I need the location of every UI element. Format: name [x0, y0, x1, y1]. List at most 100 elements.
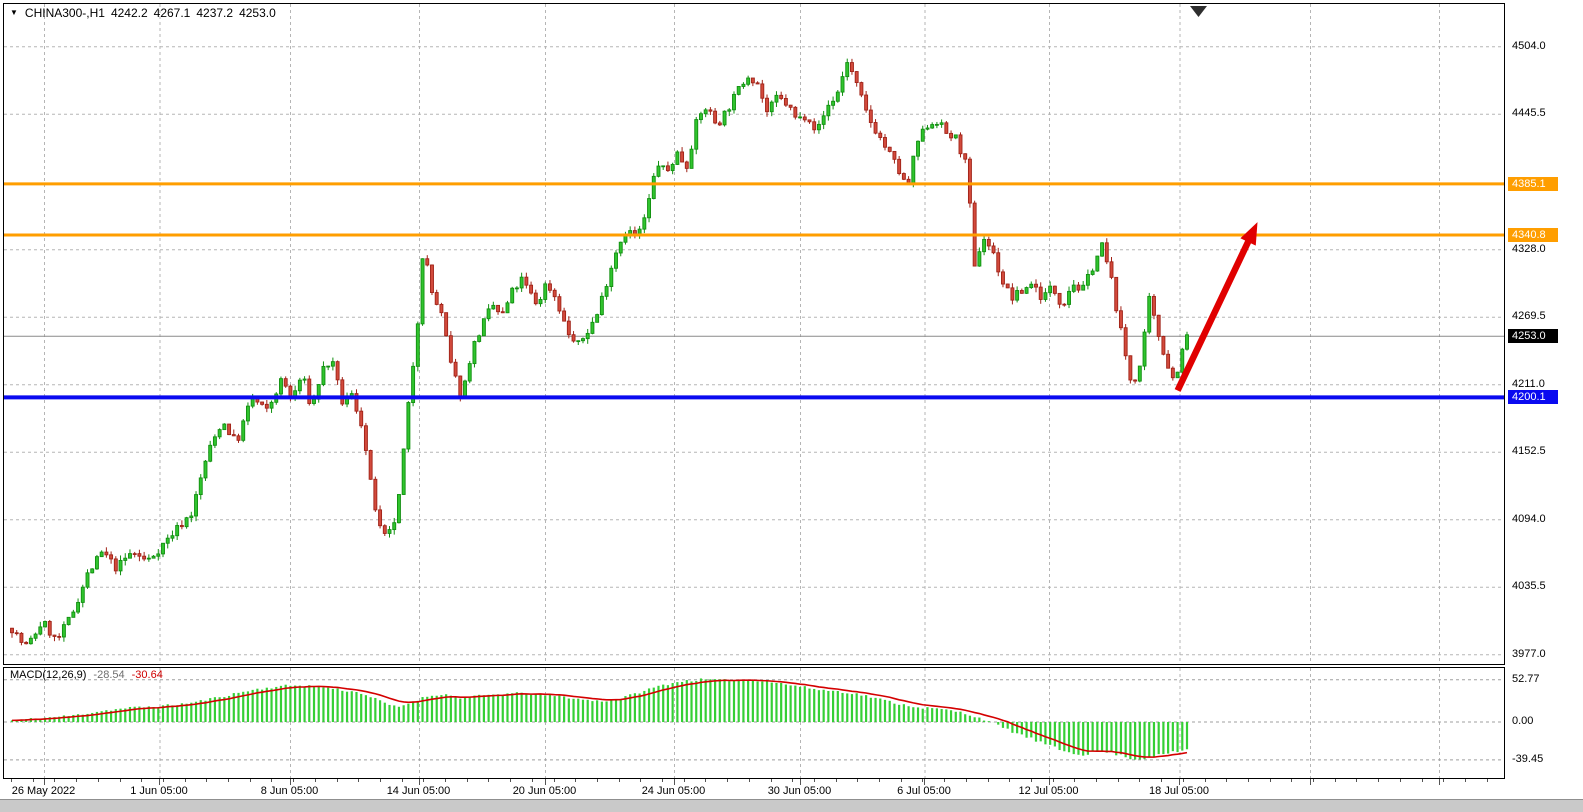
- time-axis-label: 30 Jun 05:00: [767, 785, 832, 797]
- time-minor-tick: [336, 779, 338, 782]
- time-minor-tick: [293, 779, 295, 782]
- time-minor-tick: [944, 779, 946, 782]
- time-minor-tick: [727, 779, 729, 782]
- macd-label: MACD(12,26,9): [10, 669, 87, 681]
- time-major-tick: [159, 779, 160, 785]
- time-minor-tick: [553, 779, 555, 782]
- time-minor-tick: [314, 779, 316, 782]
- time-minor-tick: [379, 779, 381, 782]
- time-minor-tick: [184, 779, 186, 782]
- time-minor-tick: [1139, 779, 1141, 782]
- time-minor-tick: [401, 779, 403, 782]
- chart-shift-marker-icon[interactable]: [1190, 6, 1207, 17]
- time-minor-tick: [922, 779, 924, 782]
- time-minor-tick: [1096, 779, 1097, 782]
- price-tick-label: 4211.0: [1512, 377, 1545, 390]
- time-minor-tick: [445, 779, 446, 782]
- time-minor-tick: [987, 779, 989, 782]
- time-minor-tick: [1486, 779, 1488, 782]
- macd-tick-label: -39.45: [1512, 752, 1544, 765]
- time-minor-tick: [1356, 779, 1358, 782]
- time-minor-tick: [640, 779, 642, 782]
- time-minor-tick: [1030, 779, 1032, 782]
- price-tick-label: 4094.0: [1512, 512, 1546, 525]
- support-price-badge: 4200.1: [1508, 390, 1558, 405]
- ohlc-close-value: 4253.0: [239, 6, 276, 20]
- time-major-tick: [418, 779, 420, 785]
- resistance-price-badge: 4385.1: [1508, 176, 1558, 191]
- time-minor-tick: [835, 779, 837, 782]
- time-minor-tick: [662, 779, 663, 782]
- time-minor-tick: [1334, 779, 1336, 782]
- time-minor-tick: [531, 779, 533, 782]
- macd-signal-line: [11, 679, 1188, 758]
- price-tick-label: 4035.5: [1512, 580, 1546, 593]
- time-minor-tick: [271, 779, 273, 782]
- price-scale[interactable]: 4504.0 4445.5 4328.0 4269.5 4211.0 4152.5 4094…: [1508, 0, 1583, 799]
- time-minor-tick: [1204, 779, 1206, 782]
- time-minor-tick: [683, 779, 685, 782]
- time-major-tick: [544, 779, 546, 785]
- time-minor-tick: [1074, 779, 1076, 782]
- time-minor-tick: [510, 779, 512, 782]
- time-major-tick: [1309, 779, 1311, 785]
- time-minor-tick: [965, 779, 967, 782]
- time-axis-label: 24 Jun 05:00: [641, 785, 706, 797]
- time-minor-tick: [32, 779, 34, 782]
- time-minor-tick: [900, 779, 902, 782]
- time-minor-tick: [748, 779, 750, 782]
- price-tick-label: 3977.0: [1512, 647, 1546, 660]
- time-minor-tick: [97, 779, 99, 782]
- resistance-price-badge: 4340.8: [1508, 228, 1558, 242]
- price-tick-label: 4328.0: [1512, 242, 1546, 255]
- time-minor-tick: [1052, 779, 1054, 782]
- candles-layer[interactable]: [10, 58, 1189, 646]
- time-minor-tick: [792, 779, 794, 782]
- time-minor-tick: [423, 779, 425, 782]
- time-minor-tick: [1464, 779, 1466, 782]
- macd-grid-lines: [4, 668, 1504, 778]
- time-major-tick: [1048, 779, 1050, 785]
- time-minor-tick: [11, 779, 12, 782]
- time-axis-label: 18 Jul 05:00: [1149, 785, 1209, 797]
- time-minor-tick: [54, 779, 56, 782]
- time-minor-tick: [1421, 779, 1423, 782]
- time-minor-tick: [857, 779, 859, 782]
- symbol-dropdown-icon[interactable]: ▼: [10, 8, 18, 17]
- macd-tick-label: 0.00: [1512, 715, 1534, 727]
- time-minor-tick: [119, 779, 121, 782]
- time-scale[interactable]: 26 May 2022 1 Jun 05:00 8 Jun 05:00 14 Jun …: [3, 779, 1505, 799]
- price-tick-label: 4445.5: [1512, 107, 1546, 120]
- price-chart-area[interactable]: ▼ CHINA300-,H1 4242.2 4267.1 4237.2 4253…: [3, 3, 1505, 665]
- macd-main-value: -28.54: [93, 669, 125, 681]
- time-major-tick: [673, 779, 675, 785]
- window-bottom-strip: [0, 799, 1583, 812]
- time-major-tick: [43, 779, 45, 785]
- time-minor-tick: [1226, 779, 1228, 782]
- time-major-tick: [1179, 779, 1180, 785]
- time-minor-tick: [1291, 779, 1293, 782]
- time-minor-tick: [1269, 779, 1271, 782]
- chart-header: ▼ CHINA300-,H1 4242.2 4267.1 4237.2 4253…: [10, 6, 276, 20]
- ohlc-high-value: 4267.1: [153, 6, 191, 20]
- macd-header: MACD(12,26,9) -28.54 -30.64: [10, 669, 163, 681]
- price-tick-label: 4269.5: [1512, 310, 1546, 323]
- trend-arrow-annotation[interactable]: [1174, 222, 1258, 392]
- time-minor-tick: [1009, 779, 1011, 782]
- time-minor-tick: [1313, 779, 1314, 782]
- time-axis-label: 20 Jun 05:00: [512, 785, 577, 797]
- time-minor-tick: [1399, 779, 1401, 782]
- time-axis-label: 8 Jun 05:00: [260, 785, 319, 797]
- time-minor-tick: [1378, 779, 1380, 782]
- time-major-tick: [289, 779, 291, 785]
- macd-signal-value: -30.64: [131, 669, 163, 681]
- time-minor-tick: [1247, 779, 1249, 782]
- time-minor-tick: [879, 779, 880, 782]
- time-minor-tick: [575, 779, 577, 782]
- time-axis-label: 26 May 2022: [11, 785, 76, 797]
- macd-indicator-panel[interactable]: MACD(12,26,9) -28.54 -30.64: [3, 667, 1505, 779]
- time-minor-tick: [1117, 779, 1119, 782]
- symbol-period-label: CHINA300-,H1: [24, 6, 105, 20]
- price-tick-label: 4152.5: [1512, 445, 1546, 458]
- time-minor-tick: [76, 779, 78, 782]
